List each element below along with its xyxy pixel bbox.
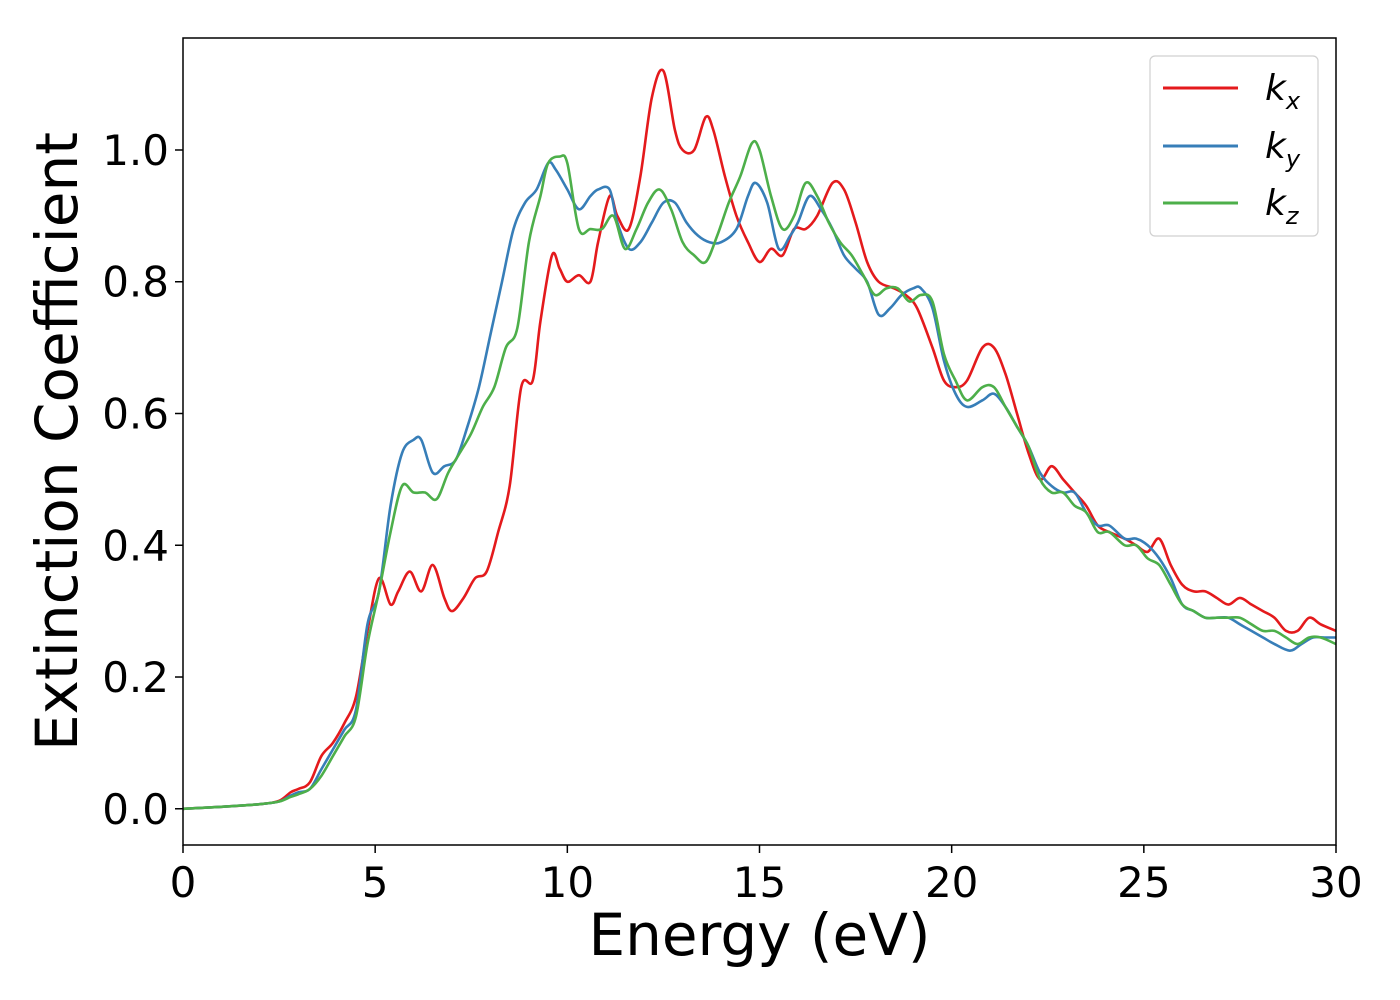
axes: 0 5 10 15 20 25 30 0.0 0.2 0.4 0.6 0.8 1.0 (102, 126, 1363, 907)
x-tick-label: 25 (1117, 858, 1170, 907)
legend-label-kz: kz (1265, 183, 1300, 230)
series-line-kz (183, 139, 1336, 811)
y-tick-label: 0.0 (102, 785, 169, 834)
series-lines (183, 68, 1336, 811)
x-tick-label: 30 (1309, 858, 1362, 907)
legend: kx ky kz (1149, 55, 1319, 237)
x-tick-label: 20 (925, 858, 978, 907)
y-axis-label: Extinction Coefficient (23, 132, 91, 751)
x-axis-label: Energy (eV) (588, 901, 930, 969)
y-tick-label: 0.6 (102, 390, 169, 439)
y-tick-label: 1.0 (102, 126, 169, 175)
legend-label-ky: ky (1265, 126, 1301, 173)
y-tick-label: 0.8 (102, 258, 169, 307)
y-tick-label: 0.4 (102, 521, 169, 570)
plot-area-frame (182, 37, 1337, 846)
y-tick-label: 0.2 (102, 653, 169, 702)
series-line-kx (183, 68, 1336, 811)
x-tick-label: 10 (541, 858, 594, 907)
x-tick-label: 5 (362, 858, 389, 907)
x-tick-label: 15 (733, 858, 786, 907)
x-tick-label: 0 (170, 858, 197, 907)
series-line-ky (183, 160, 1336, 811)
legend-label-kx: kx (1265, 68, 1301, 115)
